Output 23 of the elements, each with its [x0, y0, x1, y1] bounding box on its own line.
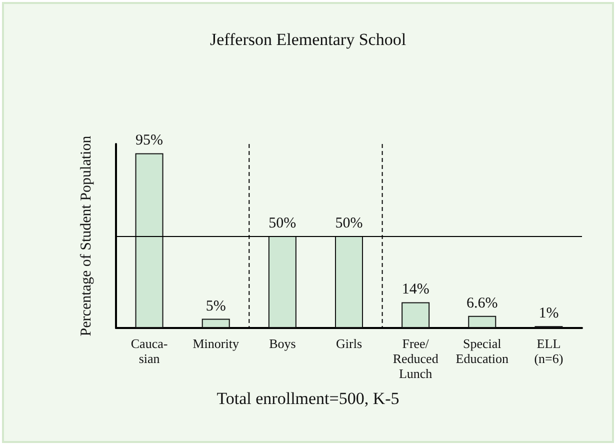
data-label: 50% — [335, 216, 363, 232]
x-tick-label: Girls — [336, 336, 362, 351]
text: Total enrollment=500, K-5 — [216, 389, 400, 408]
x-tick-label: Special Education — [456, 336, 509, 366]
x-tick-label: Free/ Reduced Lunch — [392, 336, 439, 381]
data-label: 95% — [136, 132, 164, 149]
bar — [402, 302, 430, 328]
bar — [135, 153, 164, 328]
data-label: 6.6% — [466, 295, 498, 312]
data-label: 1% — [538, 306, 559, 322]
data-label: 50% — [268, 216, 296, 232]
bar — [202, 318, 230, 328]
x-tick-label: Minority — [192, 336, 240, 351]
y-axis-title: Percentage of Student Population — [78, 135, 94, 336]
x-tick-label: ELL (n=6) — [534, 336, 564, 366]
bar — [335, 236, 363, 328]
x-tick-label: Cauca- sian — [130, 336, 168, 366]
x-tick-label: Boys — [269, 336, 296, 351]
chart-title: Jefferson Elementary School — [210, 30, 406, 49]
bar — [268, 236, 296, 328]
bar — [468, 316, 496, 328]
data-label: 5% — [206, 298, 226, 314]
data-label: 14% — [402, 282, 430, 298]
